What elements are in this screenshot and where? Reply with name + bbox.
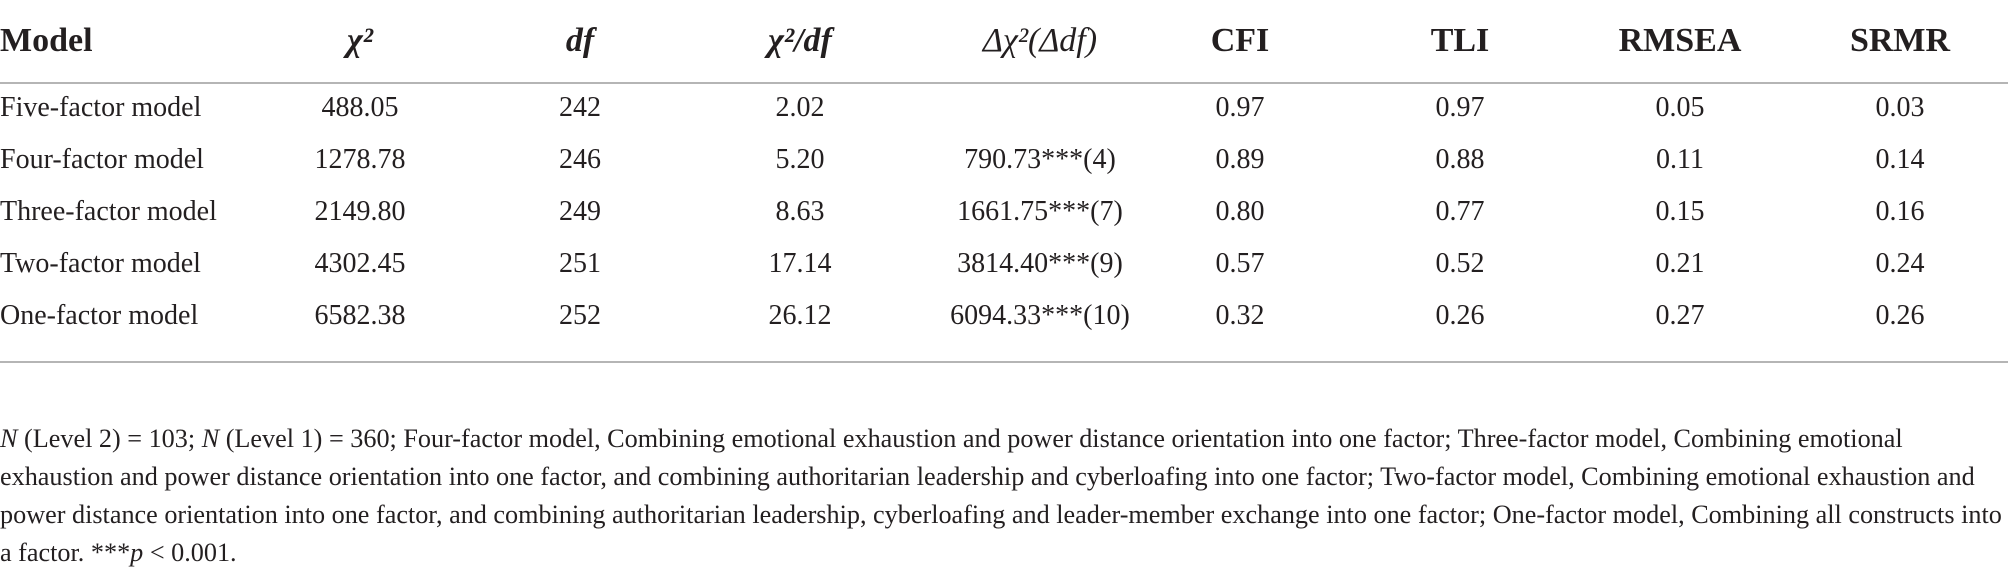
header-cfi: CFI [1210, 22, 1270, 59]
cell-delta-chi-square: 790.73***(4) [964, 144, 1116, 175]
model-fit-table: Model χ² df χ²/df Δχ²(Δdf) CFI TLI RMSEA… [0, 0, 2008, 363]
cell-rmsea: 0.11 [1656, 144, 1704, 175]
table-body: Five-factor model 488.05 242 2.02 0.97 0… [0, 82, 2008, 342]
cell-chi-square-df: 2.02 [775, 92, 825, 123]
cell-tli: 0.26 [1435, 300, 1485, 331]
cell-rmsea: 0.27 [1655, 300, 1705, 331]
header-chi-square-df: χ²/df [768, 22, 832, 59]
cell-df: 251 [559, 248, 601, 279]
cell-srmr: 0.03 [1875, 92, 1925, 123]
n-symbol: N [201, 424, 220, 453]
table-footnote: N (Level 2) = 103; N (Level 1) = 360; Fo… [0, 420, 2004, 572]
footnote-text: N (Level 2) = 103; N (Level 1) = 360; Fo… [0, 420, 2004, 572]
p-symbol: p [130, 538, 144, 567]
cell-delta-chi-square: 1661.75***(7) [957, 196, 1123, 227]
cell-srmr: 0.24 [1875, 248, 1925, 279]
cell-df: 249 [559, 196, 601, 227]
footnote-segment: (Level 1) = 360; Four-factor model, Comb… [0, 424, 2002, 567]
cell-chi-square-df: 5.20 [775, 144, 825, 175]
cell-tli: 0.97 [1435, 92, 1485, 123]
cell-tli: 0.77 [1435, 196, 1485, 227]
cell-cfi: 0.57 [1215, 248, 1265, 279]
cell-chi-square: 4302.45 [314, 248, 406, 279]
cell-model: Four-factor model [0, 144, 204, 175]
cell-model: Three-factor model [0, 196, 217, 227]
cell-rmsea: 0.05 [1655, 92, 1705, 123]
cell-model: One-factor model [0, 300, 199, 331]
cell-delta-chi-square: 3814.40***(9) [957, 248, 1123, 279]
table-header-row: Model χ² df χ²/df Δχ²(Δdf) CFI TLI RMSEA… [0, 0, 2008, 82]
cell-cfi: 0.80 [1215, 196, 1265, 227]
table-row: Four-factor model 1278.78 246 5.20 790.7… [0, 134, 2008, 186]
cell-delta-chi-square: 6094.33***(10) [950, 300, 1130, 331]
cell-model: Two-factor model [0, 248, 201, 279]
cell-chi-square-df: 26.12 [768, 300, 832, 331]
cell-df: 252 [559, 300, 601, 331]
header-delta-chi-square: Δχ²(Δdf) [982, 22, 1098, 59]
table-row: Three-factor model 2149.80 249 8.63 1661… [0, 186, 2008, 238]
n-symbol: N [0, 424, 18, 453]
cell-srmr: 0.14 [1875, 144, 1925, 175]
cell-model: Five-factor model [0, 92, 202, 123]
cell-chi-square: 2149.80 [314, 196, 406, 227]
table-row: Two-factor model 4302.45 251 17.14 3814.… [0, 238, 2008, 290]
header-model: Model [0, 22, 93, 59]
cell-df: 242 [559, 92, 601, 123]
header-chi-square: χ² [347, 22, 373, 59]
table-row: One-factor model 6582.38 252 26.12 6094.… [0, 290, 2008, 342]
cell-srmr: 0.26 [1875, 300, 1925, 331]
cell-cfi: 0.32 [1215, 300, 1265, 331]
footnote-segment: (Level 2) = 103; [17, 424, 202, 453]
cell-chi-square-df: 8.63 [775, 196, 825, 227]
cell-cfi: 0.89 [1215, 144, 1265, 175]
cell-rmsea: 0.21 [1655, 248, 1705, 279]
header-tli: TLI [1430, 22, 1490, 59]
cell-cfi: 0.97 [1215, 92, 1265, 123]
table-row: Five-factor model 488.05 242 2.02 0.97 0… [0, 82, 2008, 134]
header-df: df [565, 22, 595, 59]
cell-chi-square: 6582.38 [314, 300, 406, 331]
cell-chi-square-df: 17.14 [768, 248, 832, 279]
header-rmsea: RMSEA [1618, 22, 1742, 59]
cell-chi-square: 488.05 [321, 92, 399, 123]
header-srmr: SRMR [1849, 22, 1951, 59]
cell-srmr: 0.16 [1875, 196, 1925, 227]
cell-tli: 0.88 [1435, 144, 1485, 175]
cell-tli: 0.52 [1435, 248, 1485, 279]
cell-rmsea: 0.15 [1655, 196, 1705, 227]
table-bottom-rule [0, 361, 2008, 363]
table-top-rule [0, 82, 2008, 84]
footnote-segment: < 0.001. [143, 538, 237, 567]
cell-df: 246 [559, 144, 601, 175]
cell-chi-square: 1278.78 [314, 144, 406, 175]
